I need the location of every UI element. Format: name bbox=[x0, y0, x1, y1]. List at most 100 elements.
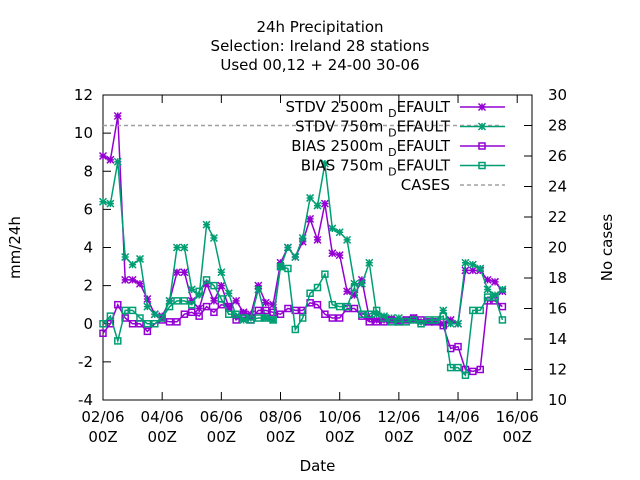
data-point bbox=[476, 365, 484, 374]
data-point bbox=[291, 253, 300, 262]
data-point bbox=[128, 306, 137, 315]
data-point bbox=[483, 293, 492, 301]
data-point bbox=[99, 320, 107, 328]
data-point bbox=[313, 283, 322, 292]
data-point bbox=[165, 296, 174, 305]
data-point bbox=[202, 276, 211, 284]
data-point bbox=[143, 294, 152, 303]
data-point bbox=[395, 318, 403, 326]
data-point bbox=[180, 243, 189, 252]
data-point bbox=[143, 327, 152, 336]
data-point bbox=[276, 310, 285, 318]
data-point bbox=[380, 315, 389, 324]
y2-tick-label: 14 bbox=[548, 330, 567, 348]
data-point bbox=[209, 233, 218, 242]
series-line bbox=[102, 265, 504, 377]
data-point bbox=[113, 157, 122, 166]
y-tick-label: 12 bbox=[74, 86, 93, 104]
y-tick-label: 0 bbox=[83, 315, 93, 333]
data-point bbox=[217, 268, 226, 277]
data-point bbox=[372, 306, 381, 315]
data-point bbox=[328, 314, 337, 322]
data-point bbox=[135, 279, 145, 288]
data-point bbox=[439, 306, 448, 315]
data-point bbox=[483, 275, 492, 284]
data-point bbox=[276, 258, 285, 267]
data-point bbox=[417, 320, 425, 328]
x-tick-label: 16/06 bbox=[496, 408, 539, 426]
data-point bbox=[350, 291, 359, 300]
data-point bbox=[432, 316, 440, 324]
data-point bbox=[261, 306, 270, 315]
data-point bbox=[357, 279, 366, 288]
data-point bbox=[254, 306, 263, 315]
data-point bbox=[490, 291, 500, 300]
data-point bbox=[298, 237, 307, 246]
y-tick-label: 8 bbox=[83, 162, 93, 180]
data-point bbox=[150, 310, 159, 319]
y-tick-label: 10 bbox=[74, 124, 93, 142]
data-point bbox=[476, 264, 485, 273]
data-point bbox=[202, 279, 211, 288]
data-point bbox=[261, 314, 270, 322]
data-point bbox=[306, 193, 315, 202]
data-point bbox=[224, 310, 233, 318]
data-point bbox=[210, 281, 218, 290]
data-point bbox=[483, 285, 492, 294]
data-point bbox=[328, 249, 337, 258]
data-point bbox=[306, 214, 315, 223]
data-point bbox=[188, 308, 196, 317]
legend-marker bbox=[478, 142, 486, 150]
data-point bbox=[269, 300, 278, 309]
data-point bbox=[195, 312, 203, 320]
data-point bbox=[202, 220, 211, 229]
y2-tick-label: 30 bbox=[548, 86, 567, 104]
data-point bbox=[320, 159, 329, 168]
data-point bbox=[106, 155, 115, 164]
data-point bbox=[454, 363, 462, 372]
data-point bbox=[195, 291, 204, 300]
data-point bbox=[291, 325, 300, 334]
chart-title-line: 24h Precipitation bbox=[256, 18, 383, 36]
data-point bbox=[121, 275, 130, 284]
y-axis-label: mm/24h bbox=[6, 216, 24, 279]
data-point bbox=[246, 314, 255, 323]
data-point bbox=[232, 296, 241, 305]
data-point bbox=[114, 300, 122, 309]
data-point bbox=[365, 310, 374, 318]
data-point bbox=[188, 300, 196, 309]
data-point bbox=[254, 281, 263, 290]
data-point bbox=[380, 318, 388, 326]
data-point bbox=[298, 233, 307, 242]
legend-label: BIAS 2500m DEFAULT bbox=[291, 137, 451, 159]
data-point bbox=[121, 253, 130, 262]
data-point bbox=[180, 297, 189, 305]
data-point bbox=[106, 312, 115, 320]
data-point bbox=[490, 277, 500, 286]
data-point bbox=[365, 314, 374, 323]
data-point bbox=[143, 320, 152, 328]
data-point bbox=[217, 281, 226, 290]
data-point bbox=[165, 302, 174, 311]
data-point bbox=[298, 314, 307, 322]
y2-axis-label: No cases bbox=[598, 214, 616, 282]
x-tick-label: 14/06 bbox=[436, 408, 479, 426]
data-point bbox=[409, 316, 418, 324]
series-line bbox=[102, 300, 503, 373]
data-point bbox=[461, 266, 470, 275]
data-point bbox=[439, 312, 447, 320]
data-point bbox=[498, 302, 507, 311]
x-tick-label-sub: 00Z bbox=[503, 428, 532, 446]
data-point bbox=[232, 310, 240, 318]
y2-tick-label: 16 bbox=[548, 300, 567, 318]
data-point bbox=[232, 312, 241, 321]
data-point bbox=[439, 321, 447, 330]
data-point bbox=[476, 306, 484, 315]
data-point bbox=[254, 285, 263, 294]
data-point bbox=[358, 310, 366, 318]
legend-marker bbox=[477, 102, 487, 112]
data-point bbox=[335, 228, 344, 237]
x-tick-label: 06/06 bbox=[200, 408, 243, 426]
data-point bbox=[321, 310, 329, 318]
